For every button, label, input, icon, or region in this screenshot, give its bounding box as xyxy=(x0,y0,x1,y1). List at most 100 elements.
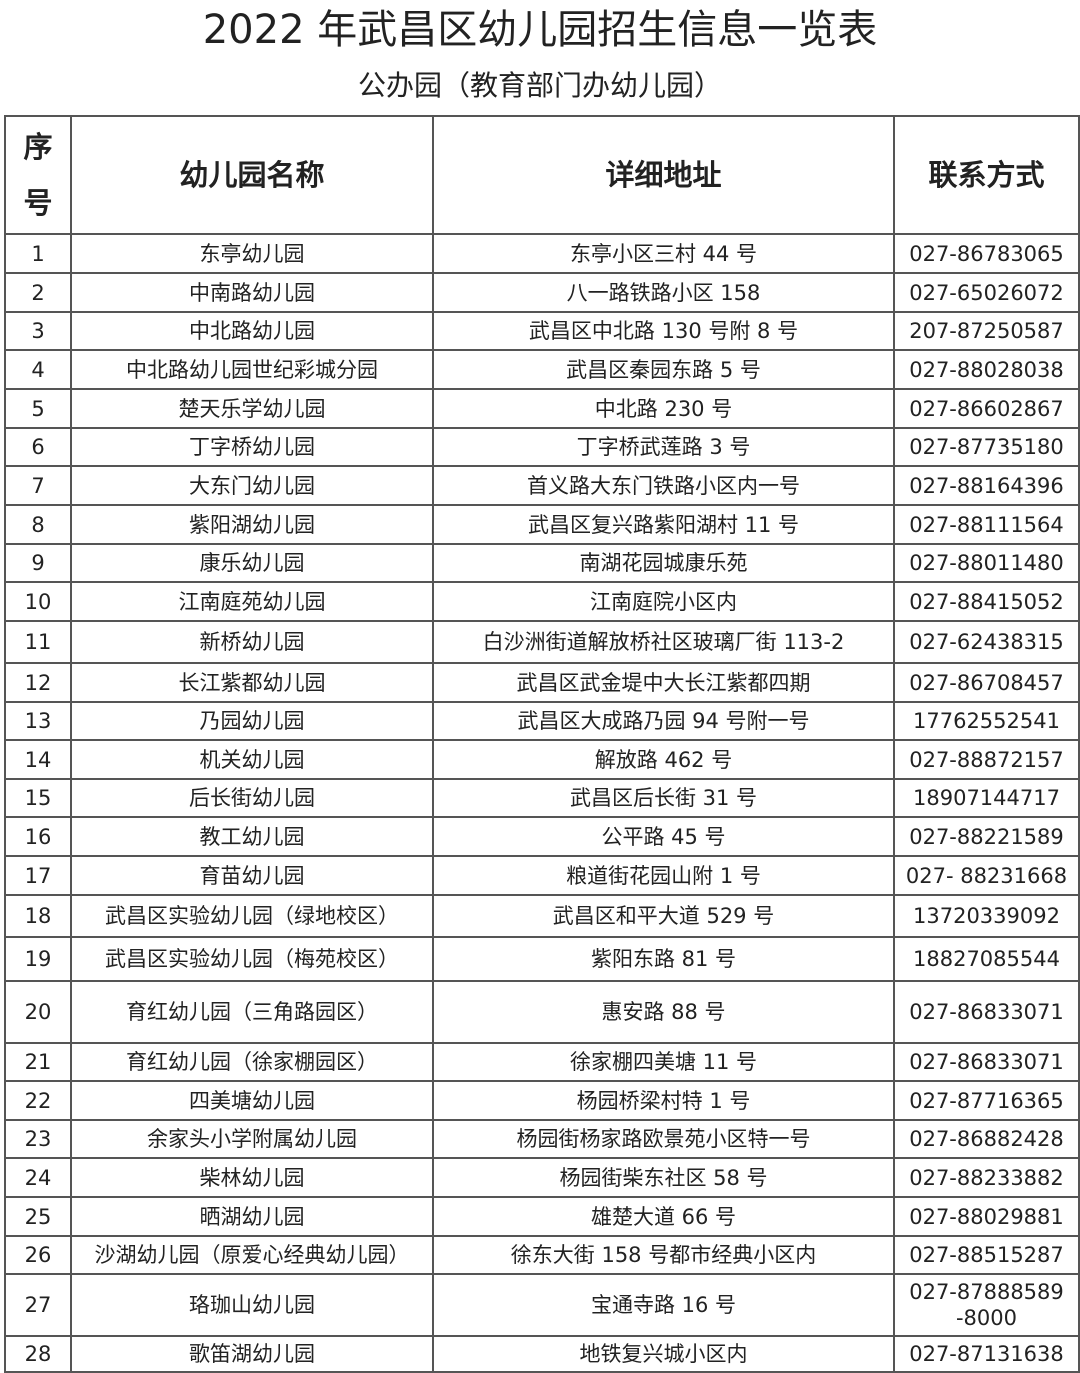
kindergarten-name: 育苗幼儿园 xyxy=(70,855,434,896)
table-row: 16 教工幼儿园 公平路 45 号 027-88221589 xyxy=(4,816,1080,857)
contact: 027-86882428 xyxy=(893,1119,1080,1159)
kindergarten-name: 中北路幼儿园世纪彩城分园 xyxy=(70,349,434,390)
row-number: 22 xyxy=(4,1080,72,1121)
kindergarten-name: 中南路幼儿园 xyxy=(70,272,434,313)
row-number: 19 xyxy=(4,936,72,982)
address: 武昌区秦园东路 5 号 xyxy=(432,349,895,390)
column-header: 联系方式 xyxy=(893,115,1080,235)
row-number: 27 xyxy=(4,1273,72,1337)
kindergarten-name: 机关幼儿园 xyxy=(70,739,434,780)
row-number: 25 xyxy=(4,1196,72,1237)
row-number: 9 xyxy=(4,543,72,583)
kindergarten-name: 武昌区实验幼儿园（梅苑校区） xyxy=(70,936,434,982)
kindergarten-name: 育红幼儿园（三角路园区） xyxy=(70,980,434,1044)
contact: 027-65026072 xyxy=(893,272,1080,313)
table-row: 2 中南路幼儿园 八一路铁路小区 158 027-65026072 xyxy=(4,272,1080,313)
row-number: 21 xyxy=(4,1042,72,1082)
table-row: 3 中北路幼儿园 武昌区中北路 130 号附 8 号 207-87250587 xyxy=(4,311,1080,351)
table-row: 13 乃园幼儿园 武昌区大成路乃园 94 号附一号 17762552541 xyxy=(4,701,1080,741)
kindergarten-name: 紫阳湖幼儿园 xyxy=(70,504,434,545)
contact: 027-88415052 xyxy=(893,581,1080,622)
table-row: 10 江南庭苑幼儿园 江南庭院小区内 027-88415052 xyxy=(4,581,1080,622)
address: 杨园桥梁村特 1 号 xyxy=(432,1080,895,1121)
address: 武昌区大成路乃园 94 号附一号 xyxy=(432,701,895,741)
table-row: 5 楚天乐学幼儿园 中北路 230 号 027-86602867 xyxy=(4,388,1080,429)
contact: 18827085544 xyxy=(893,936,1080,982)
row-number: 8 xyxy=(4,504,72,545)
contact: 027-88028038 xyxy=(893,349,1080,390)
table-row: 26 沙湖幼儿园（原爱心经典幼儿园） 徐东大街 158 号都市经典小区内 027-88… xyxy=(4,1235,1080,1275)
contact: 027-62438315 xyxy=(893,620,1080,664)
table-row: 8 紫阳湖幼儿园 武昌区复兴路紫阳湖村 11 号 027-88111564 xyxy=(4,504,1080,545)
row-number: 13 xyxy=(4,701,72,741)
contact: 13720339092 xyxy=(893,894,1080,938)
contact: 027-88233882 xyxy=(893,1157,1080,1198)
row-number: 4 xyxy=(4,349,72,390)
contact: 027-87735180 xyxy=(893,427,1080,467)
contact: 18907144717 xyxy=(893,778,1080,818)
row-number: 1 xyxy=(4,233,72,274)
row-number: 10 xyxy=(4,581,72,622)
row-number: 2 xyxy=(4,272,72,313)
subtitle: 公办园（教育部门办幼儿园） xyxy=(357,69,722,102)
row-number: 6 xyxy=(4,427,72,467)
contact: 027-88221589 xyxy=(893,816,1080,857)
kindergarten-name: 四美塘幼儿园 xyxy=(70,1080,434,1121)
table: 序号 幼儿园名称 详细地址 联系方式 1 东亭幼儿园 东亭小区三村 44 号 027-867… xyxy=(4,115,1080,1373)
table-row: 9 康乐幼儿园 南湖花园城康乐苑 027-88011480 xyxy=(4,543,1080,583)
row-number: 12 xyxy=(4,662,72,703)
table-row: 11 新桥幼儿园 白沙洲街道解放桥社区玻璃厂街 113-2 027-62438315 xyxy=(4,620,1080,664)
row-number: 20 xyxy=(4,980,72,1044)
kindergarten-name: 后长街幼儿园 xyxy=(70,778,434,818)
address: 紫阳东路 81 号 xyxy=(432,936,895,982)
address: 八一路铁路小区 158 xyxy=(432,272,895,313)
kindergarten-name: 丁字桥幼儿园 xyxy=(70,427,434,467)
address: 惠安路 88 号 xyxy=(432,980,895,1044)
table-row: 27 珞珈山幼儿园 宝通寺路 16 号 027-87888589 -8000 xyxy=(4,1273,1080,1337)
table-row: 1 东亭幼儿园 东亭小区三村 44 号 027-86783065 xyxy=(4,233,1080,274)
kindergarten-name: 中北路幼儿园 xyxy=(70,311,434,351)
kindergarten-name: 江南庭苑幼儿园 xyxy=(70,581,434,622)
row-number: 17 xyxy=(4,855,72,896)
contact: 027-87716365 xyxy=(893,1080,1080,1121)
address: 粮道街花园山附 1 号 xyxy=(432,855,895,896)
contact: 027-87131638 xyxy=(893,1335,1080,1373)
table-row: 19 武昌区实验幼儿园（梅苑校区） 紫阳东路 81 号 18827085544 xyxy=(4,936,1080,982)
kindergarten-name: 教工幼儿园 xyxy=(70,816,434,857)
table-row: 17 育苗幼儿园 粮道街花园山附 1 号 027- 88231668 xyxy=(4,855,1080,896)
table-row: 20 育红幼儿园（三角路园区） 惠安路 88 号 027-86833071 xyxy=(4,980,1080,1044)
table-row: 21 育红幼儿园（徐家棚园区） 徐家棚四美塘 11 号 027-86833071 xyxy=(4,1042,1080,1082)
row-number: 15 xyxy=(4,778,72,818)
address: 公平路 45 号 xyxy=(432,816,895,857)
address: 武昌区和平大道 529 号 xyxy=(432,894,895,938)
contact: 027-87888589 -8000 xyxy=(893,1273,1080,1337)
kindergarten-name: 沙湖幼儿园（原爱心经典幼儿园） xyxy=(70,1235,434,1275)
table-row: 6 丁字桥幼儿园 丁字桥武莲路 3 号 027-87735180 xyxy=(4,427,1080,467)
row-number: 18 xyxy=(4,894,72,938)
address: 南湖花园城康乐苑 xyxy=(432,543,895,583)
table-row: 14 机关幼儿园 解放路 462 号 027-88872157 xyxy=(4,739,1080,780)
kindergarten-name: 新桥幼儿园 xyxy=(70,620,434,664)
address: 江南庭院小区内 xyxy=(432,581,895,622)
kindergarten-name: 长江紫都幼儿园 xyxy=(70,662,434,703)
kindergarten-name: 东亭幼儿园 xyxy=(70,233,434,274)
address: 中北路 230 号 xyxy=(432,388,895,429)
table-row: 23 余家头小学附属幼儿园 杨园街杨家路欧景苑小区特一号 027-86882428 xyxy=(4,1119,1080,1159)
row-number: 28 xyxy=(4,1335,72,1373)
table-row: 12 长江紫都幼儿园 武昌区武金堤中大长江紫都四期 027-86708457 xyxy=(4,662,1080,703)
kindergarten-name: 余家头小学附属幼儿园 xyxy=(70,1119,434,1159)
contact: 027-86602867 xyxy=(893,388,1080,429)
kindergarten-name: 大东门幼儿园 xyxy=(70,465,434,506)
kindergarten-name: 育红幼儿园（徐家棚园区） xyxy=(70,1042,434,1082)
contact: 027-88111564 xyxy=(893,504,1080,545)
address: 白沙洲街道解放桥社区玻璃厂街 113-2 xyxy=(432,620,895,664)
address: 解放路 462 号 xyxy=(432,739,895,780)
address: 徐家棚四美塘 11 号 xyxy=(432,1042,895,1082)
row-number: 26 xyxy=(4,1235,72,1275)
address: 地铁复兴城小区内 xyxy=(432,1335,895,1373)
table-row: 22 四美塘幼儿园 杨园桥梁村特 1 号 027-87716365 xyxy=(4,1080,1080,1121)
row-number: 16 xyxy=(4,816,72,857)
address: 徐东大街 158 号都市经典小区内 xyxy=(432,1235,895,1275)
contact: 027-86833071 xyxy=(893,980,1080,1044)
address: 东亭小区三村 44 号 xyxy=(432,233,895,274)
